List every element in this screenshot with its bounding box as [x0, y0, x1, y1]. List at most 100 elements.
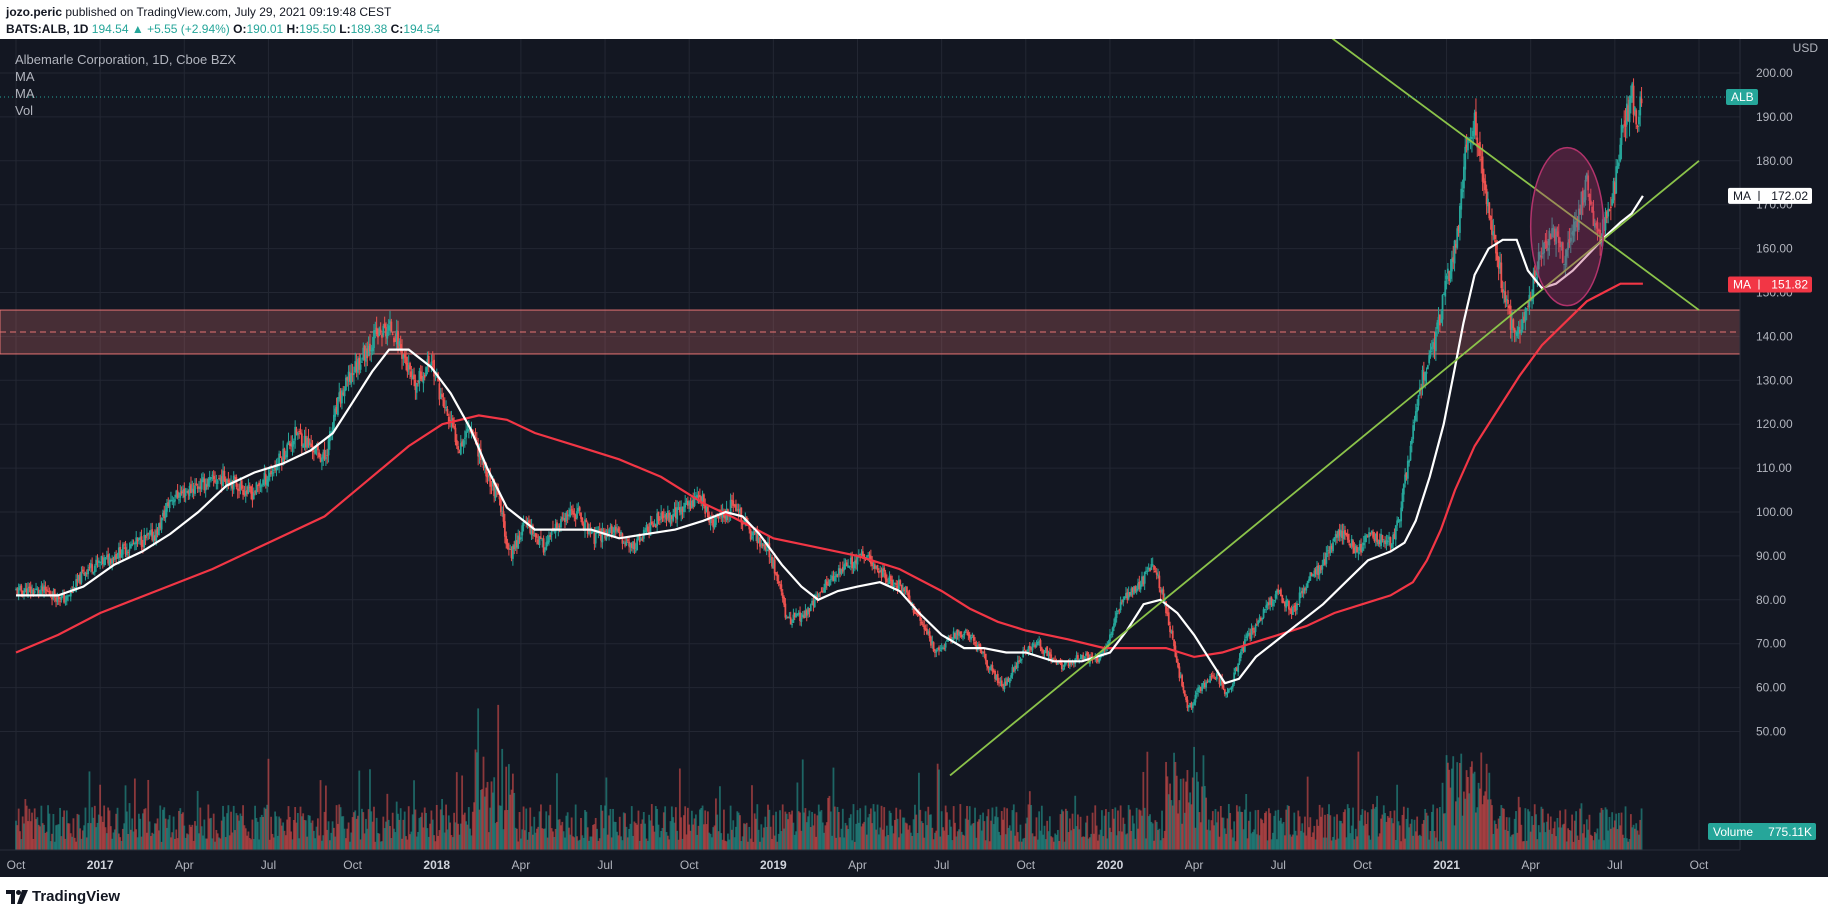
volume-bar	[507, 764, 510, 850]
volume-bar	[1321, 807, 1324, 850]
y-tick-label: 70.00	[1756, 637, 1786, 651]
trendline-support[interactable]	[949, 160, 1700, 777]
candle-body	[865, 556, 868, 558]
candle-body	[373, 330, 375, 349]
volume-bar	[1591, 835, 1594, 850]
candle-body	[127, 551, 130, 553]
candle-body	[566, 514, 569, 517]
legend-ma-slow[interactable]: MA	[15, 86, 35, 101]
ma-value-badge[interactable]	[1728, 276, 1812, 293]
candle-body	[139, 537, 142, 540]
volume-bar	[1043, 825, 1046, 850]
volume-bar	[1445, 755, 1448, 850]
trendline-resistance[interactable]	[1278, 39, 1700, 311]
legend-title[interactable]: Albemarle Corporation, 1D, Cboe BZX	[15, 52, 237, 67]
volume-bar	[1357, 751, 1360, 850]
volume-bar	[44, 833, 47, 850]
volume-bar	[1094, 805, 1097, 850]
ma-slow-line[interactable]	[15, 282, 1643, 659]
candle-body	[210, 476, 212, 479]
candle-body	[1358, 543, 1361, 551]
price-chart[interactable]: USD50.0060.0070.0080.0090.00100.00110.00…	[0, 39, 1828, 877]
volume-bar	[486, 781, 489, 850]
candle-body	[649, 522, 652, 536]
volume-bar	[1342, 812, 1345, 850]
volume-badge[interactable]	[1708, 823, 1816, 840]
volume-bar	[1456, 762, 1459, 850]
chart-panel[interactable]: USD 50.00 60.00 70.00 80.00 90.00 100.00 110.00…	[0, 39, 1828, 877]
candle-body	[320, 457, 323, 462]
legend-volume[interactable]: Vol	[15, 103, 34, 118]
candle-body	[805, 610, 808, 616]
candle-body	[804, 610, 807, 618]
volume-bar	[1238, 806, 1241, 850]
alb-price-badge[interactable]	[1726, 88, 1758, 105]
candle-body	[361, 361, 363, 363]
candle-body	[1210, 676, 1213, 678]
price-axis[interactable]	[1740, 39, 1828, 877]
volume-bar	[807, 816, 809, 850]
candle-body	[427, 355, 430, 367]
volume-bar	[268, 839, 271, 850]
highlight-ellipse[interactable]	[1529, 146, 1605, 307]
volume-bar	[210, 817, 212, 850]
candle-body	[150, 530, 152, 535]
candle-body	[521, 525, 524, 536]
volume-bar	[411, 814, 414, 850]
candle-body	[574, 514, 577, 520]
volume-bar	[387, 819, 390, 850]
candle-body	[576, 511, 578, 519]
volume-bar	[1396, 784, 1399, 850]
candle-body	[422, 376, 425, 384]
volume-bar	[270, 816, 273, 850]
ma-fast-line[interactable]	[16, 195, 1644, 685]
volume-bar	[753, 813, 756, 850]
candle-body	[1230, 686, 1233, 690]
volume-bar	[218, 837, 220, 850]
volume-bar	[1430, 811, 1433, 850]
candle-body	[291, 442, 294, 447]
volume-bar	[214, 841, 216, 850]
volume-bar	[1239, 811, 1242, 850]
volume-bar	[367, 809, 370, 850]
volume-bar	[962, 834, 964, 850]
volume-bar	[29, 821, 32, 850]
volume-bar	[111, 838, 114, 850]
candle-body	[1097, 659, 1099, 662]
candle-body	[1484, 180, 1487, 191]
volume-bar	[463, 812, 466, 850]
volume-bar	[187, 834, 190, 850]
candle-body	[1083, 656, 1086, 661]
candle-body	[1280, 589, 1282, 597]
volume-bar	[319, 780, 322, 850]
volume-bar	[1390, 818, 1393, 850]
volume-bar	[1402, 806, 1405, 850]
volume-bar	[445, 804, 447, 850]
candle-body	[899, 580, 902, 585]
volume-bar	[1480, 752, 1483, 850]
author-name[interactable]: jozo.peric	[6, 5, 63, 19]
candle-body	[1406, 460, 1409, 479]
volume-bar	[1619, 825, 1622, 850]
volume-bar	[549, 804, 552, 850]
candle-body	[447, 416, 450, 422]
volume-bar	[311, 820, 314, 850]
volume-bar	[642, 811, 645, 850]
candle-body	[1082, 655, 1085, 661]
candle-body	[1409, 445, 1412, 461]
volume-bar	[1325, 837, 1328, 850]
candle-body	[171, 500, 174, 502]
volume-bar	[60, 836, 63, 850]
legend-ma-fast[interactable]: MA	[15, 69, 35, 84]
candle-body	[894, 582, 896, 585]
candle-body	[626, 539, 629, 541]
candle-body	[689, 503, 692, 509]
candle-body	[1121, 600, 1123, 602]
volume-bar	[546, 837, 549, 850]
volume-bar	[266, 804, 269, 850]
ma-value-badge[interactable]	[1728, 187, 1812, 204]
candle-body	[455, 439, 458, 446]
candle-body	[1432, 342, 1435, 348]
volume-bar	[462, 814, 465, 850]
candle-body	[994, 671, 996, 679]
